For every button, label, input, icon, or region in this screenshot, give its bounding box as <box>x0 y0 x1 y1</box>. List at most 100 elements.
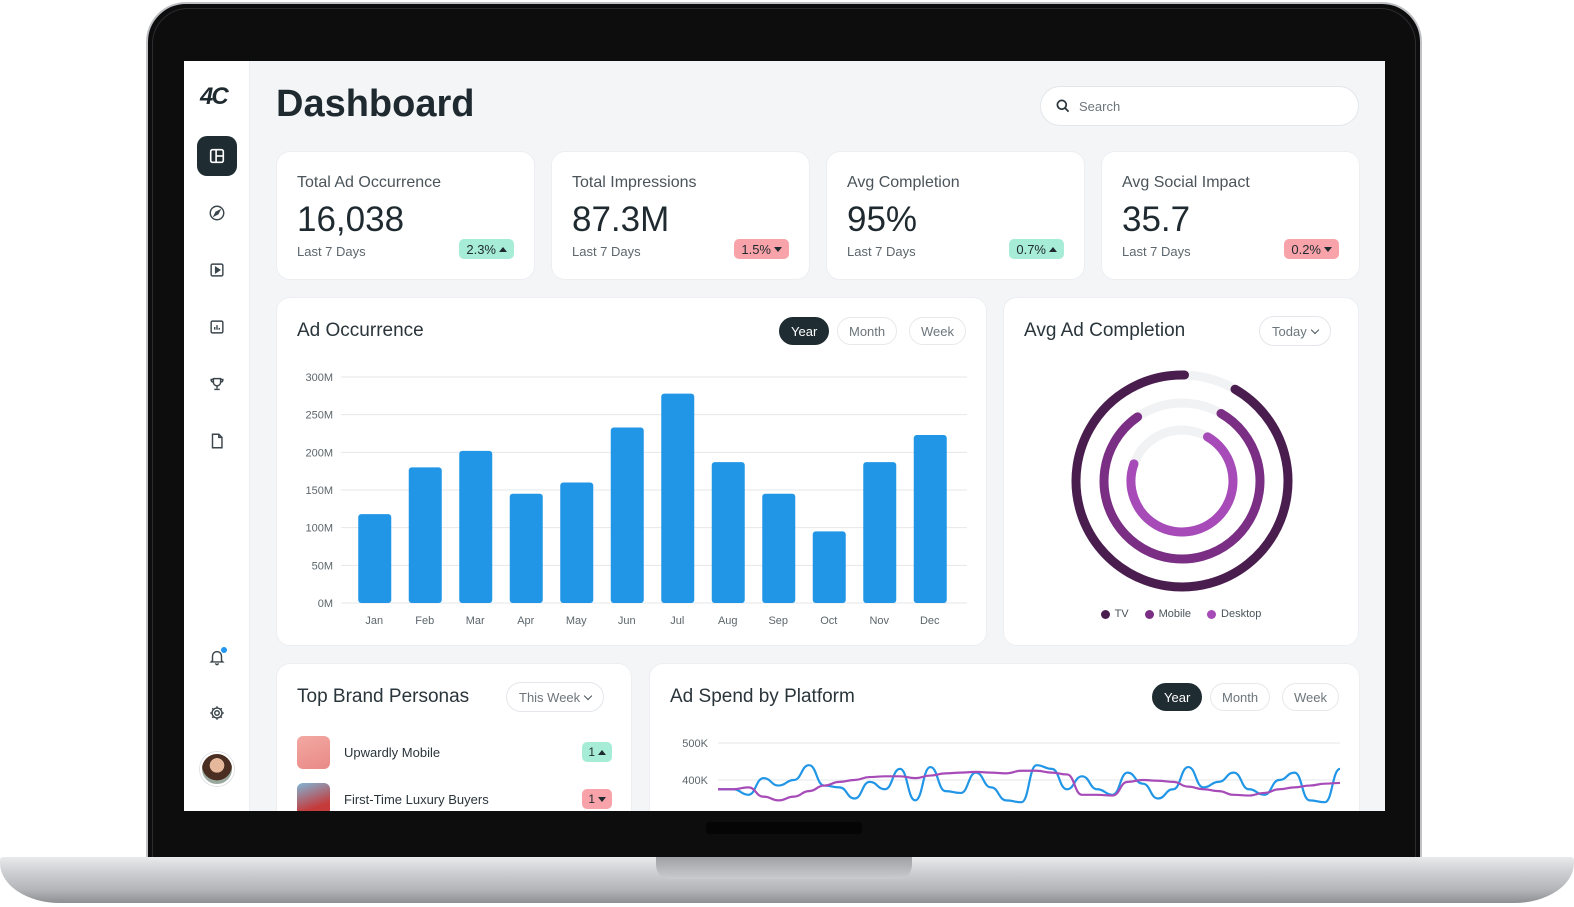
persona-image <box>297 782 330 811</box>
bar <box>509 493 543 603</box>
stat-period: Last 7 Days <box>1122 244 1191 259</box>
search-icon <box>1056 99 1070 113</box>
completion-radial-chart <box>1071 370 1293 592</box>
avg-completion-card: Avg Ad Completion Today TV Mobile Deskto… <box>1003 297 1359 646</box>
stat-card-social-impact: Avg Social Impact 35.7 Last 7 Days 0.2% <box>1101 151 1360 280</box>
stat-period: Last 7 Days <box>297 244 366 259</box>
legend-dot <box>1100 609 1110 619</box>
list-item[interactable]: Upwardly Mobile 1 <box>297 735 612 769</box>
legend-item-mobile: Mobile <box>1144 608 1192 620</box>
legend-label: Mobile <box>1158 608 1192 620</box>
range-dropdown[interactable]: This Week <box>506 682 605 712</box>
trophy-icon <box>210 377 224 391</box>
x-tick-label: Nov <box>869 615 889 627</box>
bar <box>913 435 947 603</box>
file-icon <box>211 433 223 449</box>
rank-value: 1 <box>588 745 595 759</box>
bar <box>762 493 796 603</box>
x-tick-label: Aug <box>718 615 738 627</box>
bar-chart-icon <box>210 320 224 334</box>
legend-item-desktop: Desktop <box>1207 608 1261 620</box>
legend-label: TV <box>1114 608 1129 620</box>
sidebar-item-dashboard[interactable] <box>197 136 237 176</box>
ad-spend-card: Ad Spend by Platform Year Month Week 500… <box>649 663 1360 811</box>
chevron-down-icon <box>583 691 593 700</box>
stat-label: Total Ad Occurrence <box>297 174 442 191</box>
sidebar-item-settings[interactable] <box>197 693 237 733</box>
card-title: Top Brand Personas <box>297 686 470 707</box>
change-value: 0.2% <box>1291 241 1321 257</box>
sidebar-item-awards[interactable] <box>197 364 237 404</box>
x-tick-label: Jul <box>670 615 684 627</box>
range-label: Today <box>1272 323 1307 339</box>
y-tick-label: 100M <box>305 523 333 535</box>
sidebar: 4C <box>184 61 250 811</box>
arrow-up-icon <box>499 246 507 252</box>
x-tick-label: May <box>566 615 587 627</box>
bar <box>560 482 594 603</box>
ring-desktop <box>1126 425 1238 537</box>
arrow-up-icon <box>598 749 606 755</box>
tab-week[interactable]: Week <box>909 317 966 345</box>
ring-mobile <box>1099 398 1265 564</box>
legend-dot <box>1207 609 1217 619</box>
change-value: 1.5% <box>741 241 771 257</box>
tab-month[interactable]: Month <box>837 317 898 345</box>
chart-legend: TV Mobile Desktop <box>1004 608 1358 620</box>
layout-icon <box>209 148 225 164</box>
y-tick-label: 150M <box>305 485 333 497</box>
laptop-hinge <box>706 822 862 834</box>
y-tick-label: 250M <box>305 410 333 422</box>
bar <box>358 514 392 603</box>
tab-year[interactable]: Year <box>1152 683 1203 711</box>
ad-spend-chart: 500K 400K <box>682 738 1341 804</box>
compass-icon <box>209 205 225 221</box>
persona-name: First-Time Luxury Buyers <box>344 791 489 807</box>
stat-card-impressions: Total Impressions 87.3M Last 7 Days 1.5% <box>551 151 810 280</box>
y-tick-label: 0M <box>318 598 333 610</box>
legend-label: Desktop <box>1221 608 1262 620</box>
search-input[interactable] <box>1079 98 1329 114</box>
ring-tv <box>1071 370 1293 592</box>
stat-period: Last 7 Days <box>572 244 641 259</box>
sidebar-item-media[interactable] <box>197 250 237 290</box>
search-bar[interactable] <box>1040 86 1359 126</box>
bar <box>610 427 644 603</box>
gear-icon <box>210 706 224 720</box>
logo: 4C <box>200 83 229 110</box>
y-tick-label: 50M <box>312 560 333 572</box>
sidebar-item-notifications[interactable] <box>197 637 237 677</box>
tab-year[interactable]: Year <box>779 317 830 345</box>
bar <box>459 450 493 603</box>
avatar[interactable] <box>200 752 234 786</box>
stat-value: 35.7 <box>1122 200 1191 239</box>
y-tick-label: 200M <box>305 447 333 459</box>
page-title: Dashboard <box>276 83 475 125</box>
x-tick-label: Sep <box>768 615 788 627</box>
list-item[interactable]: First-Time Luxury Buyers 1 <box>297 782 612 811</box>
legend-item-tv: TV <box>1100 608 1129 620</box>
arrow-up-icon <box>1049 246 1057 252</box>
change-badge: 0.2% <box>1284 239 1339 259</box>
range-dropdown[interactable]: Today <box>1259 316 1331 346</box>
stat-label: Total Impressions <box>572 174 697 191</box>
tab-week[interactable]: Week <box>1282 683 1339 711</box>
x-tick-label: Mar <box>466 615 485 627</box>
tab-month[interactable]: Month <box>1210 683 1271 711</box>
ad-occurrence-card: Ad Occurrence Year Month Week 300M 250M 20… <box>276 297 987 646</box>
sidebar-item-explore[interactable] <box>197 193 237 233</box>
laptop-notch <box>656 857 912 879</box>
dashboard-screen: 4C Dashboard Tot <box>184 61 1385 811</box>
range-label: This Week <box>519 689 581 705</box>
x-tick-label: Dec <box>920 615 940 627</box>
bar <box>661 393 695 603</box>
rank-value: 1 <box>588 792 595 806</box>
sidebar-item-documents[interactable] <box>197 421 237 461</box>
stat-value: 16,038 <box>297 200 405 239</box>
sidebar-item-reports[interactable] <box>197 307 237 347</box>
x-tick-label: Feb <box>415 615 434 627</box>
change-value: 0.7% <box>1016 241 1046 257</box>
series-line-purple <box>717 769 1341 802</box>
change-badge: 1.5% <box>734 239 789 259</box>
change-badge: 2.3% <box>459 239 514 259</box>
